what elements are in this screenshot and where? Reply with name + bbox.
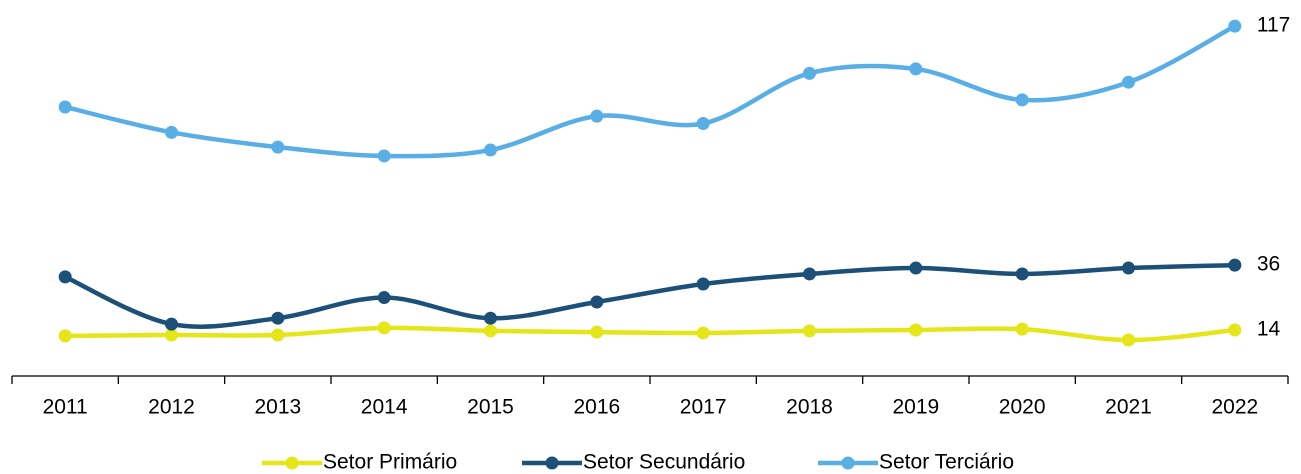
x-tick-label: 2014 <box>361 396 408 419</box>
data-point <box>909 62 923 76</box>
series-line <box>62 262 1238 329</box>
data-point <box>696 117 710 130</box>
x-tick-label: 2013 <box>254 396 301 419</box>
data-point <box>803 267 816 281</box>
data-label: 36 <box>1257 253 1280 276</box>
data-point <box>165 328 178 342</box>
x-tick-label: 2016 <box>573 396 620 419</box>
series-line <box>62 325 1238 343</box>
x-tick-label: 2020 <box>999 396 1046 419</box>
data-point <box>58 270 72 284</box>
data-point <box>484 143 497 157</box>
data-point <box>377 149 391 163</box>
data-point <box>696 326 710 340</box>
data-point <box>696 277 710 291</box>
data-label: 117 <box>1257 14 1290 37</box>
data-point <box>165 125 178 139</box>
data-point <box>58 100 72 114</box>
data-point <box>590 295 604 309</box>
data-point <box>909 323 923 337</box>
data-point <box>484 324 497 338</box>
data-point <box>803 324 816 338</box>
data-point <box>1228 323 1242 337</box>
series-line <box>62 23 1238 159</box>
data-point <box>1122 333 1135 347</box>
legend-marker <box>841 456 855 470</box>
data-point <box>1015 93 1029 107</box>
data-point <box>484 311 497 325</box>
data-point <box>271 311 285 325</box>
x-tick-label: 2017 <box>680 396 727 419</box>
legend-label: Setor Secundário <box>583 451 745 474</box>
data-point <box>1015 267 1029 281</box>
data-point <box>1228 19 1242 33</box>
legend-marker <box>545 456 559 470</box>
x-tick-label: 2011 <box>43 396 88 419</box>
legend-marker <box>285 456 299 470</box>
data-point <box>1122 75 1135 89</box>
data-point <box>58 329 72 343</box>
data-point <box>590 109 604 123</box>
data-point <box>271 328 285 342</box>
data-point <box>1015 322 1029 336</box>
data-point <box>590 325 604 339</box>
x-tick-label: 2022 <box>1211 396 1258 419</box>
data-point <box>271 140 285 154</box>
data-point <box>377 291 391 305</box>
x-tick-label: 2012 <box>148 396 195 419</box>
data-point <box>165 317 178 331</box>
x-tick-label: 2021 <box>1105 396 1152 419</box>
x-tick-label: 2015 <box>467 396 514 419</box>
x-tick-label: 2018 <box>786 396 833 419</box>
data-point <box>1228 258 1242 272</box>
legend-label: Setor Primário <box>323 451 457 474</box>
data-point <box>803 66 816 80</box>
data-label: 14 <box>1257 318 1281 341</box>
x-tick-label: 2019 <box>892 396 939 419</box>
legend-label: Setor Terciário <box>879 451 1014 474</box>
data-point <box>377 321 391 335</box>
data-point <box>909 261 923 275</box>
data-point <box>1122 261 1135 275</box>
